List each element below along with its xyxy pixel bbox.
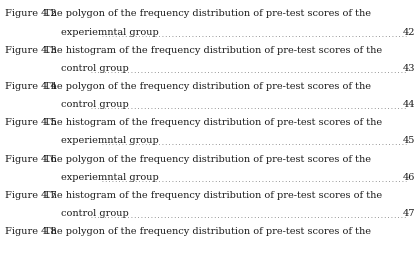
Text: experiemntal group: experiemntal group bbox=[61, 173, 159, 182]
Text: The polygon of the frequency distribution of pre-test scores of the: The polygon of the frequency distributio… bbox=[44, 82, 371, 91]
Text: Figure 4.6: Figure 4.6 bbox=[5, 155, 57, 164]
Text: The polygon of the frequency distribution of pre-test scores of the: The polygon of the frequency distributio… bbox=[44, 9, 371, 18]
Text: control group: control group bbox=[61, 100, 129, 109]
Text: The histogram of the frequency distribution of pre-test scores of the: The histogram of the frequency distribut… bbox=[44, 118, 382, 127]
Text: Figure 4.2: Figure 4.2 bbox=[5, 9, 57, 18]
Text: control group: control group bbox=[61, 64, 129, 73]
Text: Figure 4.3: Figure 4.3 bbox=[5, 46, 57, 55]
Text: Figure 4.7: Figure 4.7 bbox=[5, 191, 57, 200]
Text: Figure 4.8: Figure 4.8 bbox=[5, 227, 57, 236]
Text: 46: 46 bbox=[403, 173, 415, 182]
Text: 44: 44 bbox=[402, 100, 415, 109]
Text: 43: 43 bbox=[402, 64, 415, 73]
Text: The polygon of the frequency distribution of pre-test scores of the: The polygon of the frequency distributio… bbox=[44, 155, 371, 164]
Text: The histogram of the frequency distribution of pre-test scores of the: The histogram of the frequency distribut… bbox=[44, 46, 382, 55]
Text: The histogram of the frequency distribution of pre-test scores of the: The histogram of the frequency distribut… bbox=[44, 191, 382, 200]
Text: experiemntal group: experiemntal group bbox=[61, 136, 159, 146]
Text: 42: 42 bbox=[402, 28, 415, 37]
Text: Figure 4.5: Figure 4.5 bbox=[5, 118, 57, 127]
Text: experiemntal group: experiemntal group bbox=[61, 28, 159, 37]
Text: 47: 47 bbox=[402, 209, 415, 218]
Text: The polygon of the frequency distribution of pre-test scores of the: The polygon of the frequency distributio… bbox=[44, 227, 371, 236]
Text: 45: 45 bbox=[403, 136, 415, 146]
Text: Figure 4.4: Figure 4.4 bbox=[5, 82, 57, 91]
Text: control group: control group bbox=[61, 209, 129, 218]
